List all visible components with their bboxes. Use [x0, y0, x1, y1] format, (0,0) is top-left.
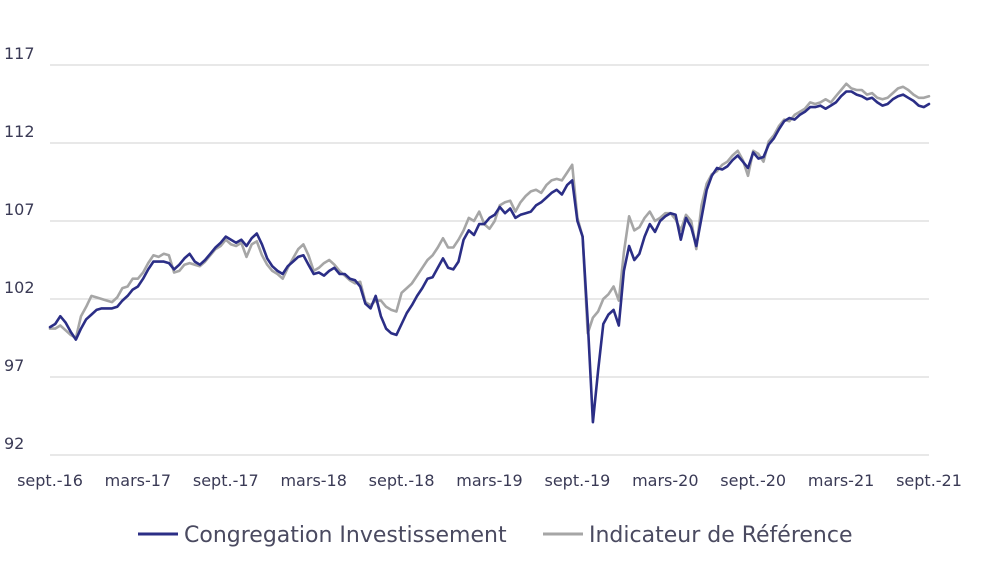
legend-label-congregation-investissement: Congregation Investissement — [184, 523, 507, 548]
y-tick-label-97: 97 — [4, 356, 24, 375]
x-tick-label-sept.-21: sept.-21 — [896, 471, 962, 490]
y-tick-label-107: 107 — [4, 200, 35, 219]
series-line-indicateur-de-reference — [48, 82, 931, 340]
x-tick-label-sept.-20: sept.-20 — [720, 471, 786, 490]
x-tick-label-sept.-18: sept.-18 — [369, 471, 435, 490]
y-tick-label-117: 117 — [4, 44, 35, 63]
y-axis-tick-labels: 92 97 102 107 112 117 — [4, 44, 35, 453]
y-tick-label-102: 102 — [4, 278, 35, 297]
y-tick-label-92: 92 — [4, 434, 24, 453]
x-tick-label-mars-21: mars-21 — [808, 471, 874, 490]
series-line-congregation-investissement — [48, 90, 931, 424]
grid-lines — [50, 64, 929, 456]
legend-label-indicateur-de-reference: Indicateur de Référence — [589, 523, 853, 548]
x-tick-label-sept.-19: sept.-19 — [544, 471, 610, 490]
x-axis-tick-labels: sept.-16 mars-17 sept.-17 mars-18 sept.-18 ma… — [17, 471, 962, 490]
x-tick-label-mars-18: mars-18 — [280, 471, 346, 490]
x-tick-label-sept.-16: sept.-16 — [17, 471, 83, 490]
legend: Congregation Investissement Indicateur de… — [138, 523, 853, 548]
x-tick-label-mars-17: mars-17 — [105, 471, 171, 490]
y-tick-label-112: 112 — [4, 122, 35, 141]
x-tick-label-mars-20: mars-20 — [632, 471, 698, 490]
x-tick-label-sept.-17: sept.-17 — [193, 471, 259, 490]
series-lines — [48, 82, 931, 424]
x-tick-label-mars-19: mars-19 — [456, 471, 522, 490]
